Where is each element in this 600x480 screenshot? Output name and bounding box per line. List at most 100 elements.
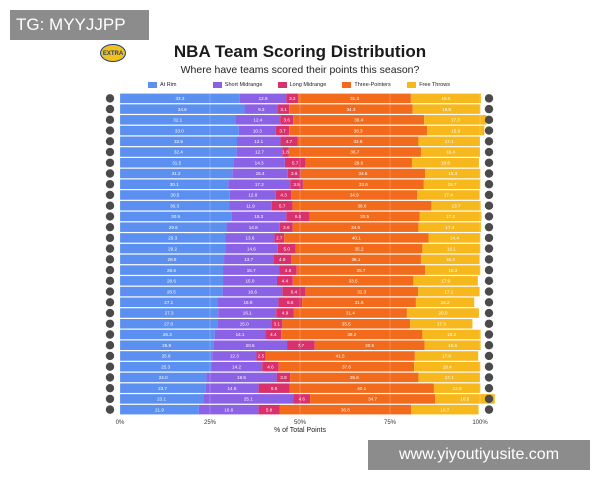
bar-value-label: 16.1 — [243, 311, 252, 316]
bar-value-label: 3.5 — [293, 182, 300, 187]
bar-value-label: 40.1 — [357, 386, 366, 391]
team-logo-right — [484, 276, 494, 286]
bar-value-label: 3.3 — [289, 96, 296, 101]
team-logo-right — [484, 394, 494, 404]
team-logo-left — [105, 233, 115, 243]
legend-swatch — [148, 81, 157, 88]
bar-value-label: 30.5 — [360, 214, 369, 219]
bar-value-label: 2.7 — [276, 236, 283, 241]
bar-value-label: 15.0 — [245, 279, 254, 284]
bar-segment — [286, 93, 299, 104]
team-logo-right — [484, 405, 494, 414]
x-axis-label: % of Total Points — [273, 427, 326, 434]
bar-value-label: 13.7 — [452, 203, 461, 208]
bar-segment — [120, 136, 237, 147]
bar-value-label: 16.2 — [447, 332, 456, 337]
team-logo-right — [484, 126, 494, 135]
chart-legend: At Rim Short Midrange Long Midrange Thre… — [148, 79, 468, 90]
team-logo-left — [105, 115, 115, 125]
bar-value-label: 23.7 — [158, 386, 167, 391]
team-logo-right — [484, 373, 494, 382]
bar-segment — [284, 233, 429, 243]
team-logo-left — [105, 94, 115, 103]
bar-value-label: 17.4 — [445, 225, 454, 230]
bar-value-label: 17.3 — [437, 321, 446, 326]
bar-value-label: 5.8 — [266, 407, 273, 412]
bar-segment — [310, 394, 435, 404]
bar-segment — [293, 394, 311, 404]
bar-segment — [291, 254, 421, 265]
x-tick-label: 100% — [472, 420, 488, 426]
bar-value-label: 9.3 — [258, 107, 265, 112]
bar-segment — [231, 211, 287, 222]
bar-segment — [120, 233, 226, 243]
bar-segment — [222, 276, 277, 286]
bar-value-label: 34.9 — [351, 225, 360, 230]
team-logo-right — [484, 341, 494, 350]
team-logo-right — [484, 330, 494, 339]
team-logo-left — [105, 158, 115, 167]
bar-value-label: 1.8 — [282, 150, 289, 155]
bar-value-label: 12.9 — [453, 386, 462, 391]
bar-segment — [419, 211, 482, 222]
team-logo-right — [484, 362, 494, 371]
bar-value-label: 17.3 — [451, 118, 460, 123]
team-logo-left — [105, 244, 115, 253]
team-logo-left — [105, 341, 115, 350]
bar-segment — [198, 404, 259, 415]
bar-segment — [287, 340, 315, 350]
bar-segment — [418, 286, 480, 297]
team-logo-left — [105, 255, 115, 264]
bar-segment — [278, 297, 303, 308]
bar-segment — [217, 297, 279, 308]
bar-segment — [229, 200, 272, 211]
bar-segment — [120, 254, 225, 265]
bar-segment — [293, 308, 407, 318]
legend-label: Short Midrange — [224, 81, 263, 88]
bar-value-label: 16.1 — [447, 246, 456, 251]
team-logo-left — [105, 190, 115, 200]
bar-value-label: 5.0 — [283, 246, 290, 251]
team-logo-right — [484, 244, 494, 253]
bar-segment — [222, 265, 280, 275]
bar-value-label: 33.5 — [349, 279, 358, 284]
bar-value-label: 28.5 — [167, 289, 176, 294]
bar-value-label: 30.1 — [170, 182, 179, 187]
bar-segment — [410, 93, 482, 104]
bar-segment — [292, 200, 432, 211]
team-logo-left — [105, 126, 115, 135]
bar-value-label: 3.6 — [283, 118, 290, 123]
bar-value-label: 19.5 — [237, 375, 246, 380]
bar-segment — [411, 404, 479, 415]
bar-value-label: 16.2 — [441, 300, 450, 305]
bar-segment — [211, 361, 263, 372]
team-logo-left — [105, 319, 115, 328]
bar-value-label: 16.6 — [460, 397, 469, 402]
bar-segment — [435, 394, 495, 404]
bar-segment — [290, 372, 419, 383]
team-logo-right — [484, 212, 494, 221]
bar-value-label: 40.1 — [352, 236, 361, 241]
bar-value-label: 34.7 — [368, 397, 377, 402]
bar-segment — [273, 254, 291, 265]
legend-item-three-pointers: Three-Pointers — [342, 79, 403, 90]
bar-segment — [290, 179, 303, 189]
bar-value-label: 38.3 — [354, 128, 363, 133]
bar-value-label: 36.7 — [350, 150, 359, 155]
bar-segment — [277, 243, 296, 254]
bar-segment — [120, 168, 233, 179]
bar-segment — [415, 297, 475, 308]
bar-segment — [418, 372, 480, 383]
bar-value-label: 15.6 — [448, 343, 457, 348]
bar-segment — [258, 383, 290, 393]
team-logo-left — [105, 308, 115, 318]
bar-value-label: 31.2 — [172, 171, 181, 176]
bar-segment — [244, 104, 279, 114]
bar-segment — [305, 158, 412, 168]
bar-value-label: 31.3 — [357, 289, 366, 294]
team-logo-right — [484, 137, 494, 146]
team-logo-left — [105, 383, 115, 393]
bar-value-label: 32.1 — [173, 118, 182, 123]
bar-value-label: 29.6 — [169, 225, 178, 230]
bar-segment — [218, 308, 277, 318]
